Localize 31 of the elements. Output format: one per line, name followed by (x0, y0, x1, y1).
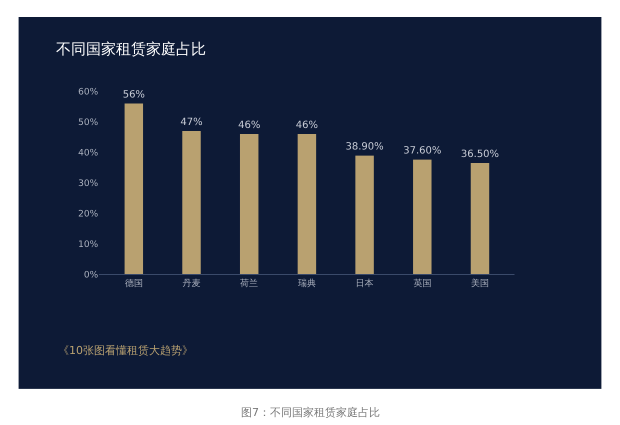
data-label: 47% (180, 116, 203, 128)
bar (182, 130, 201, 274)
y-tick-label: 30% (78, 178, 99, 189)
data-label: 36.50% (460, 148, 500, 160)
x-tick-label: 日本 (356, 278, 374, 289)
y-tick-label: 10% (78, 240, 99, 250)
bar (240, 134, 258, 274)
y-tick-label: 0% (84, 270, 99, 280)
data-label: 46% (296, 120, 318, 132)
bar (298, 134, 316, 274)
data-label: 56% (122, 90, 145, 101)
caption: 图7：不同国家租赁家庭占比 (241, 406, 380, 419)
bar (355, 156, 374, 274)
bar (413, 160, 432, 274)
y-tick-label: 60% (78, 88, 99, 98)
x-tick-label: 瑞典 (298, 278, 316, 289)
chart-title: 不同国家租赁家庭占比 (56, 40, 206, 58)
bar (124, 104, 144, 274)
x-tick-label: 荷兰 (240, 278, 258, 289)
text: 《10张图看懂租赁大趋势》 (58, 344, 193, 357)
x-tick-label: 英国 (413, 278, 432, 289)
y-tick-label: 50% (78, 118, 99, 128)
y-tick-label: 40% (78, 148, 99, 158)
x-tick-label: 美国 (470, 278, 489, 289)
x-tick-label: 德国 (124, 278, 143, 289)
data-label: 37.60% (403, 146, 442, 157)
x-tick-label: 丹麦 (182, 278, 201, 289)
data-label: 38.90% (346, 142, 384, 153)
bar (470, 162, 490, 274)
y-tick-label: 20% (78, 209, 99, 220)
data-label: 46% (238, 120, 260, 132)
